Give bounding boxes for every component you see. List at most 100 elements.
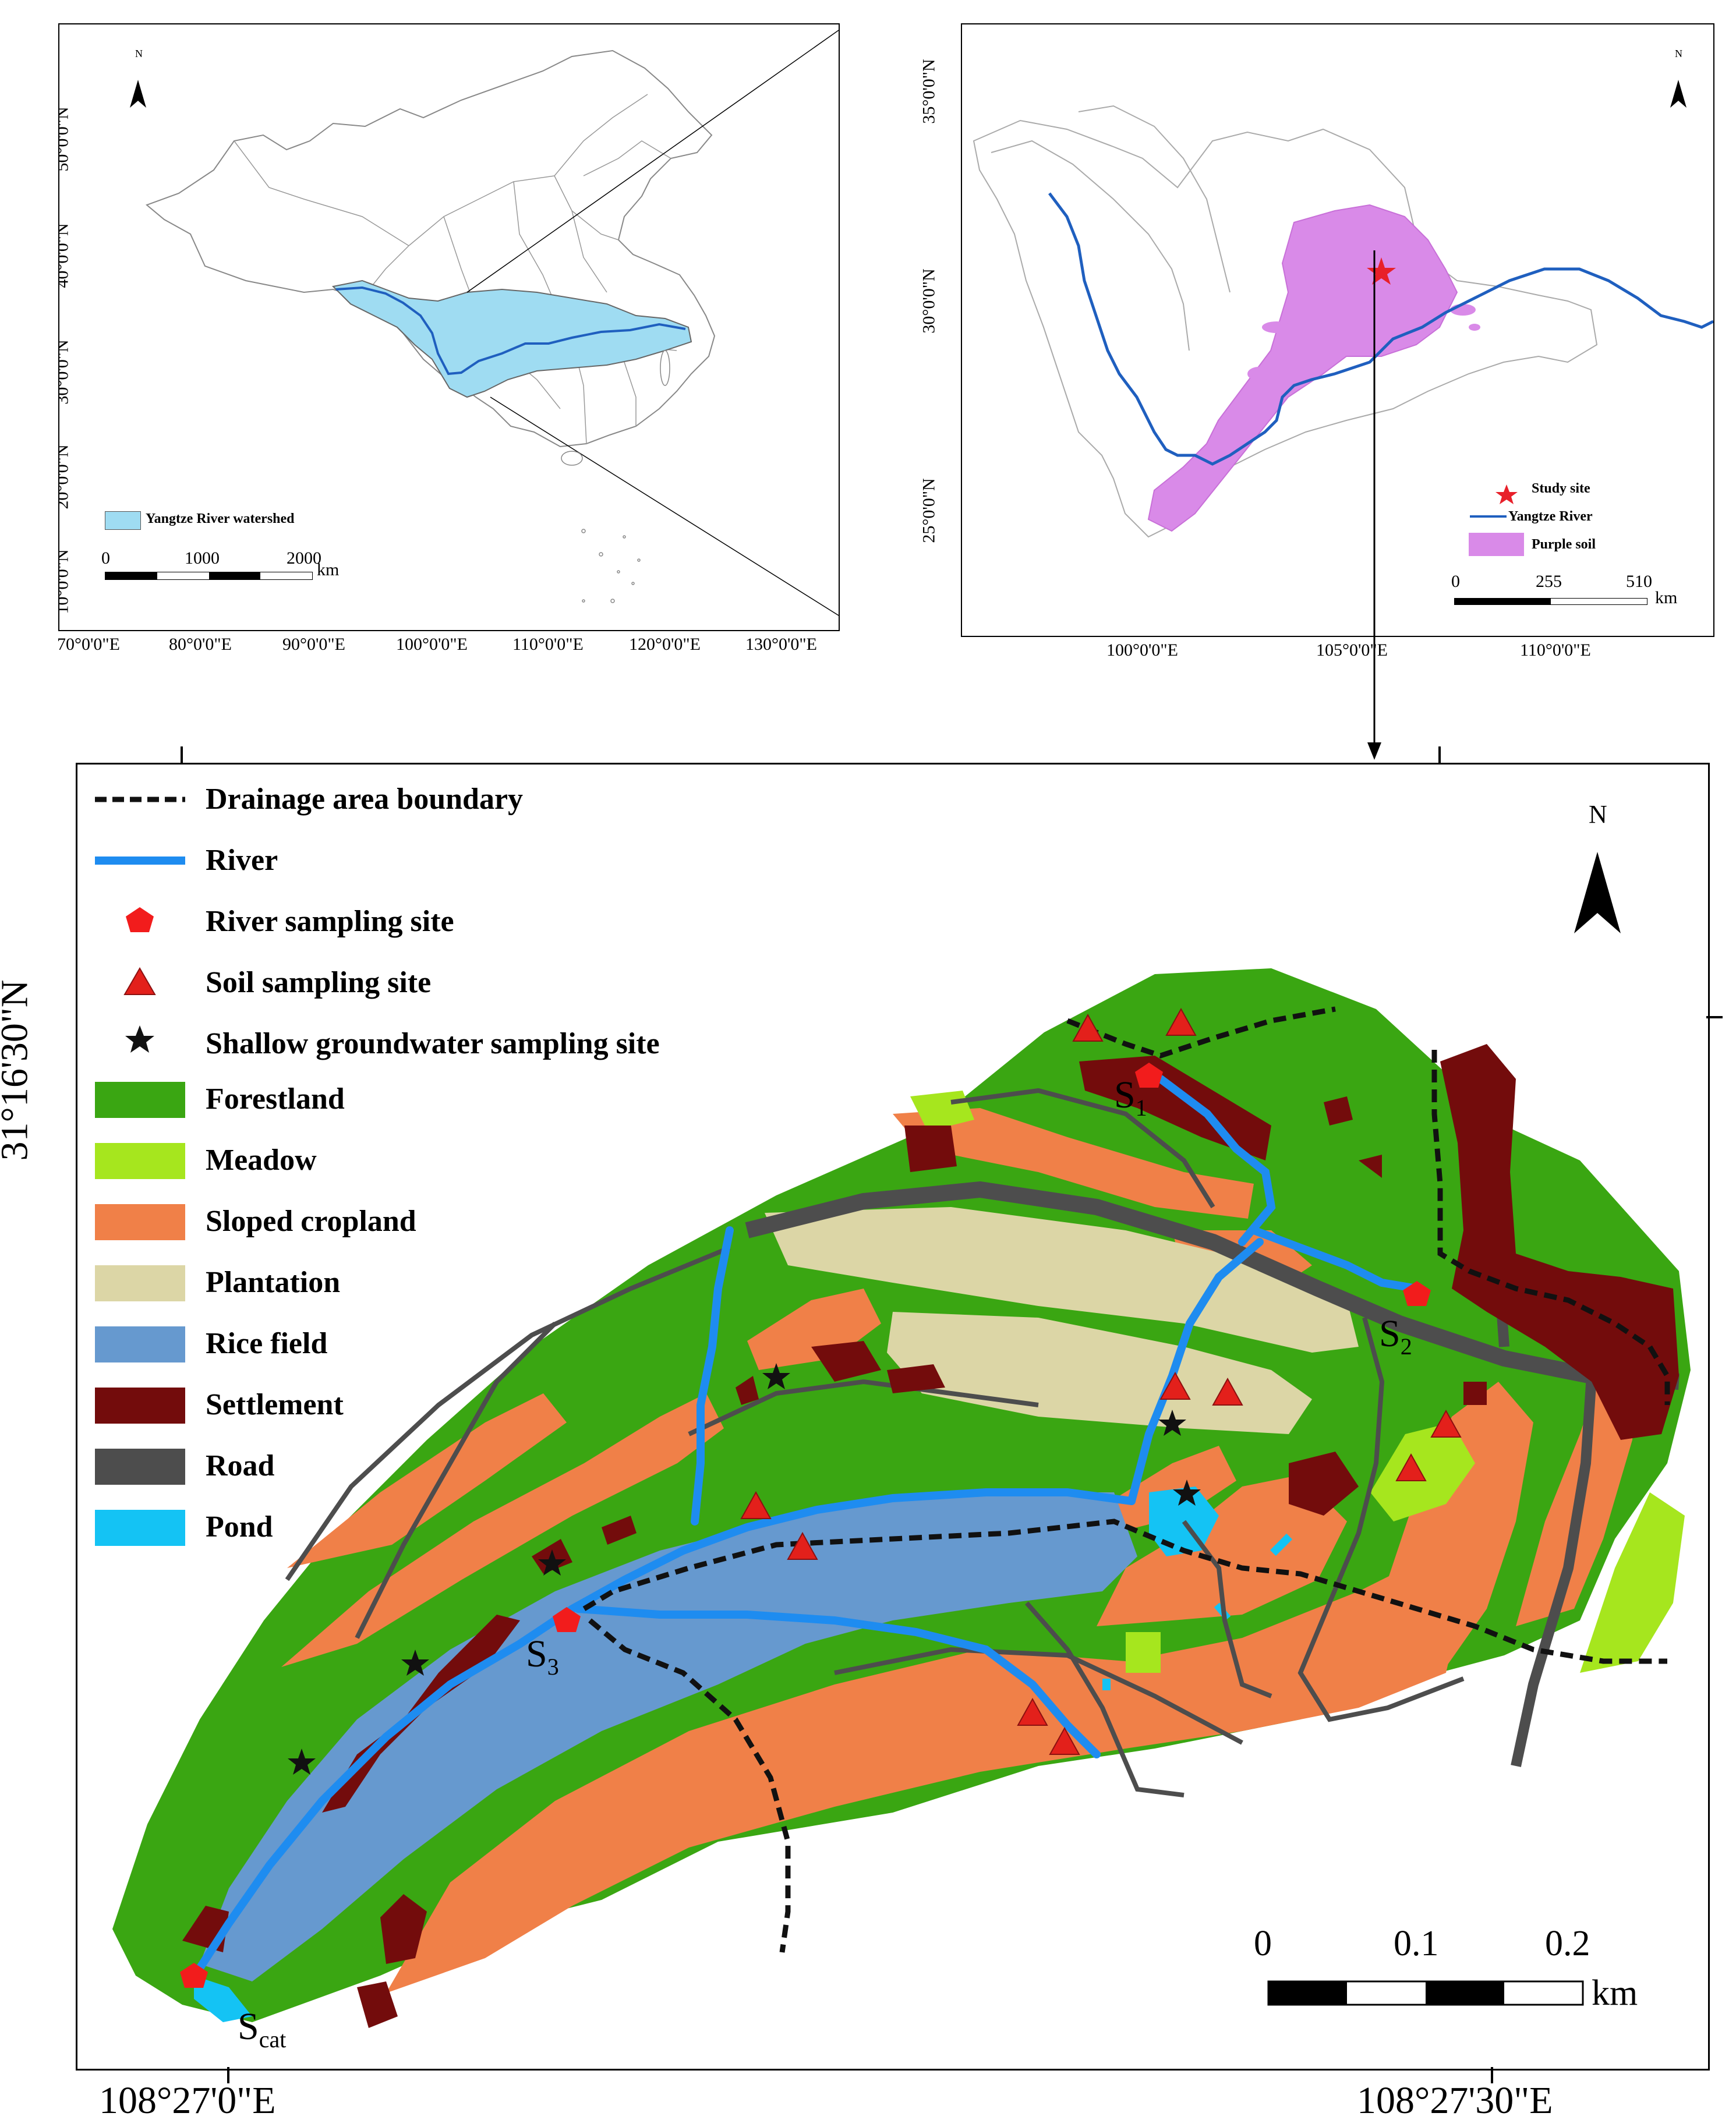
- lon-tick-c-0: 108°27'0"E: [99, 2079, 276, 2122]
- soil-site-1: [1072, 1013, 1104, 1042]
- tick-bottom-left: [227, 2067, 229, 2083]
- legend-pond-label: Pond: [206, 1510, 273, 1544]
- legend-river-label-c: River: [206, 844, 278, 877]
- lon-tick-b-105: 105°0'0"E: [1316, 640, 1388, 660]
- river-site-scat: [180, 1963, 208, 1988]
- legend-rice-label: Rice field: [206, 1327, 328, 1360]
- north-arrow-b: [1670, 80, 1686, 108]
- legend-watershed-label: Yangtze River watershed: [146, 511, 295, 526]
- legend-river-site-label: River sampling site: [206, 905, 454, 938]
- legend-groundwater-label: Shallow groundwater sampling site: [206, 1027, 660, 1060]
- soil-site-10: [1049, 1726, 1080, 1755]
- legend-plantation-label: Plantation: [206, 1266, 341, 1299]
- site-label-s3: S3: [526, 1633, 559, 1680]
- scale-b-unit: km: [1655, 588, 1678, 607]
- lat-tick-a-20: 20°0'0"N: [58, 444, 72, 509]
- river-network: [193, 1075, 1421, 1977]
- north-label-a: N: [135, 48, 143, 59]
- scale-c-0: 0: [1254, 1924, 1272, 1963]
- soil-site-6: [1395, 1453, 1427, 1481]
- legend-study-site-label: Study site: [1532, 481, 1590, 496]
- scale-c-0-2: 0.2: [1545, 1924, 1590, 1963]
- china-outline: [146, 49, 716, 448]
- gw-site-4: [538, 1549, 566, 1576]
- lat-tick-a-30: 30°0'0"N: [58, 339, 72, 405]
- soil-site-7: [740, 1491, 772, 1519]
- scale-bar-c: [1267, 1980, 1584, 2006]
- soil-sampling-sites: [740, 1007, 1462, 1755]
- scale-bar-b: [1454, 598, 1647, 605]
- river-site-s3: [553, 1607, 581, 1632]
- legend-forestland-label: Forestland: [206, 1082, 345, 1116]
- gw-site-2: [1158, 1410, 1186, 1436]
- legend-watershed-swatch: [105, 511, 141, 530]
- meadow-areas: [910, 1091, 1685, 1673]
- scale-b-255: 255: [1536, 572, 1562, 591]
- lon-tick-a-70: 70°0'0"E: [57, 635, 120, 654]
- lon-tick-a-90: 90°0'0"E: [282, 635, 345, 654]
- gw-site-3: [1173, 1480, 1201, 1506]
- legend-road-label: Road: [206, 1449, 275, 1482]
- legend-symbols: [95, 797, 185, 1546]
- legend-soil-label: Purple soil: [1532, 537, 1596, 552]
- catchment-svg: [95, 797, 1691, 2028]
- tick-bottom-right: [1491, 2067, 1493, 2083]
- lat-tick-b-35: 35°0'0"N: [919, 59, 939, 124]
- north-arrow-a: [130, 80, 146, 108]
- legend-settlement-label: Settlement: [206, 1388, 344, 1421]
- scale-bar-a: [105, 572, 313, 580]
- lat-tick-b-30: 30°0'0"N: [919, 268, 939, 334]
- scale-a-0: 0: [101, 548, 110, 568]
- lat-tick-c: 31°16'30"N: [0, 979, 36, 1161]
- north-label-b: N: [1675, 48, 1682, 59]
- gw-site-6: [288, 1749, 316, 1775]
- tick-top-left: [181, 746, 183, 763]
- catchment-detail-map: Drainage area boundary River River sampl…: [76, 763, 1710, 2071]
- lat-tick-a-10: 10°0'0"N: [58, 549, 72, 614]
- yangtze-watershed-area: [331, 279, 692, 398]
- river-sampling-sites: [180, 1063, 1431, 1988]
- river-site-s2: [1403, 1281, 1431, 1306]
- lon-tick-a-100: 100°0'0"E: [396, 635, 468, 654]
- lon-tick-b-100: 100°0'0"E: [1106, 640, 1178, 660]
- lon-tick-b-110: 110°0'0"E: [1520, 640, 1591, 660]
- lon-tick-a-120: 120°0'0"E: [629, 635, 701, 654]
- legend-boundary-label: Drainage area boundary: [206, 783, 524, 816]
- lat-tick-a-50: 50°0'0"N: [58, 107, 72, 172]
- plantation-areas: [765, 1207, 1359, 1434]
- tick-top-right: [1438, 746, 1441, 763]
- scale-a-unit: km: [317, 560, 340, 579]
- southern-islands: [561, 350, 670, 603]
- lon-tick-a-130: 130°0'0"E: [745, 635, 817, 654]
- lat-tick-b-25: 25°0'0"N: [919, 478, 939, 543]
- study-site-arrow: [1367, 250, 1381, 760]
- yangtze-river-b: [1048, 192, 1713, 466]
- north-label-c: N: [1589, 800, 1607, 829]
- soil-site-9: [1017, 1697, 1048, 1726]
- lat-tick-a-40: 40°0'0"N: [58, 223, 72, 288]
- legend-river-label: Yangtze River: [1508, 509, 1593, 524]
- scale-a-1000: 1000: [185, 548, 220, 568]
- soil-site-2: [1165, 1007, 1197, 1036]
- drainage-boundary: [582, 1006, 1670, 1953]
- sloped-cropland-areas: [281, 1108, 1638, 1993]
- river-site-s1: [1135, 1063, 1163, 1088]
- gw-site-1: [762, 1363, 790, 1389]
- basin-map-svg: [973, 80, 1713, 556]
- gw-site-5: [401, 1650, 429, 1676]
- scale-b-510: 510: [1626, 572, 1652, 591]
- legend-cropland-label: Sloped cropland: [206, 1205, 416, 1238]
- lon-tick-c-30: 108°27'30"E: [1357, 2079, 1553, 2122]
- site-label-s2: S2: [1379, 1312, 1412, 1360]
- soil-site-3: [1159, 1371, 1191, 1400]
- lon-tick-a-80: 80°0'0"E: [169, 635, 232, 654]
- north-arrow-c: [1574, 852, 1621, 933]
- lon-tick-a-110: 110°0'0"E: [512, 635, 584, 654]
- scale-c-0-1: 0.1: [1394, 1924, 1439, 1963]
- legend-star-symbol: [1495, 484, 1518, 504]
- legend-soil-site-label: Soil sampling site: [206, 966, 432, 999]
- settlement-areas: [182, 1044, 1679, 2028]
- yangtze-river-line: [335, 286, 686, 376]
- legend-meadow-label: Meadow: [206, 1144, 317, 1177]
- yangtze-basin-map: Study site Yangtze River Purple soil 0 2…: [961, 23, 1714, 637]
